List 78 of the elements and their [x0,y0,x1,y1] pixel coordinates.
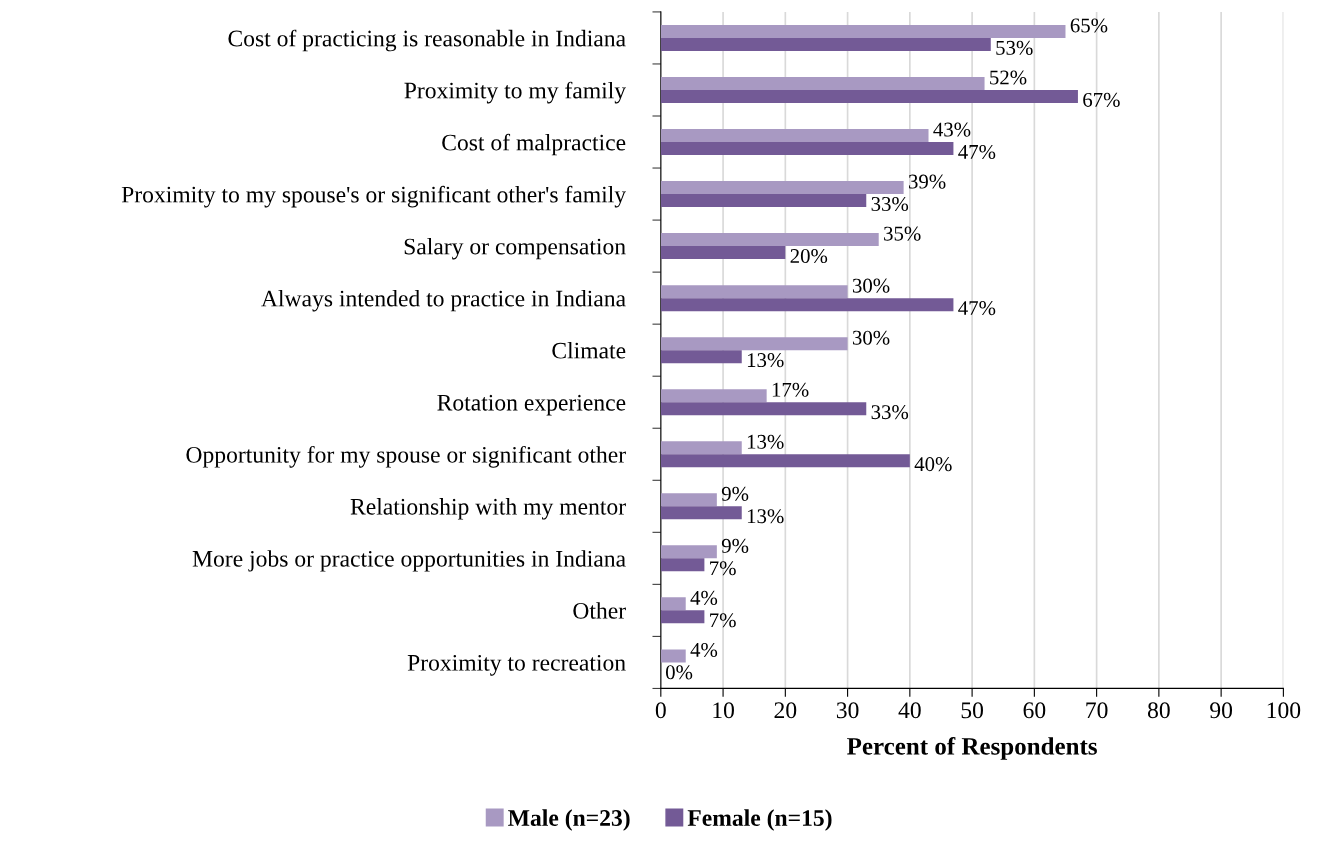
bar [660,181,904,195]
bar [660,233,879,247]
y-tick-label: Proximity to my family [404,81,627,104]
data-label: 30% [852,330,890,345]
data-label: 7% [710,561,736,576]
x-tick-label: 100 [1267,702,1301,719]
bar [660,506,742,520]
bar [660,129,929,143]
legend-label: Male (n=23) [508,809,630,831]
bar [660,37,991,51]
bar [660,649,686,663]
data-label: 9% [721,538,749,553]
bar [660,402,867,416]
y-tick-label: More jobs or practice opportunities in Indiana [192,550,626,572]
bar [660,142,954,156]
data-label: 20% [790,248,828,264]
y-tick-label: Always intended to practice in Indiana [261,289,626,312]
bar [660,337,848,351]
bar [660,454,910,468]
data-label: 39% [908,174,946,189]
data-label: 53% [996,40,1033,55]
bar [660,246,786,260]
x-tick-label: 30 [836,702,859,719]
data-label: 0% [665,665,693,680]
x-tick-label: 80 [1147,702,1170,719]
data-label: 7% [710,613,736,628]
data-label: 17% [772,382,809,397]
bar [660,545,717,559]
data-label: 13% [747,434,784,449]
bar [660,389,767,403]
data-label: 33% [871,405,909,420]
data-label: 47% [958,301,996,316]
data-label: 40% [914,457,952,472]
bar [660,493,717,507]
data-label: 4% [690,642,718,658]
bar [660,558,705,572]
data-label: 9% [721,486,749,501]
data-label: 47% [958,144,996,160]
x-tick-label: 90 [1210,702,1233,719]
x-tick-label: 20 [774,702,797,719]
y-tick-label: Salary or compensation [404,237,626,260]
bar [660,441,742,455]
y-tick-label: Cost of malpractice [442,133,626,156]
bar [660,298,954,312]
y-tick-label: Climate [552,341,626,359]
data-label: 52% [990,70,1027,85]
y-tick-label: Other [573,602,626,619]
bar [660,610,705,624]
data-label: 4% [690,590,718,605]
bar [660,350,742,364]
y-tick-label: Proximity to recreation [407,654,626,676]
y-tick-label: Proximity to my spouse's or significant other's family [121,185,626,208]
data-label: 30% [852,278,890,293]
data-label: 35% [884,226,921,241]
data-label: 67% [1083,92,1120,107]
x-axis-title: Percent of Respondents [847,736,1097,760]
data-label: 43% [933,122,971,137]
y-tick-label: Relationship with my mentor [350,498,626,520]
x-tick-label: 70 [1086,702,1108,719]
x-tick-label: 50 [961,702,984,719]
y-tick-label: Rotation experience [437,394,626,416]
bar [660,76,985,90]
x-tick-label: 40 [898,702,921,719]
data-label: 13% [747,509,784,524]
y-tick-label: Opportunity for my spouse or significant other [186,445,626,468]
bar [660,285,848,299]
x-tick-label: 10 [713,702,734,719]
y-tick-label: Cost of practicing is reasonable in Indiana [228,29,626,52]
bar [660,24,1066,38]
data-label: 13% [747,353,784,368]
bar [660,597,686,611]
data-label: 65% [1070,18,1108,33]
x-tick-label: 60 [1023,702,1046,719]
data-label: 33% [871,196,909,212]
bar [660,89,1078,103]
x-tick-label: 0 [655,702,666,719]
legend-label: Female (n=15) [687,809,832,831]
bar [660,194,867,208]
